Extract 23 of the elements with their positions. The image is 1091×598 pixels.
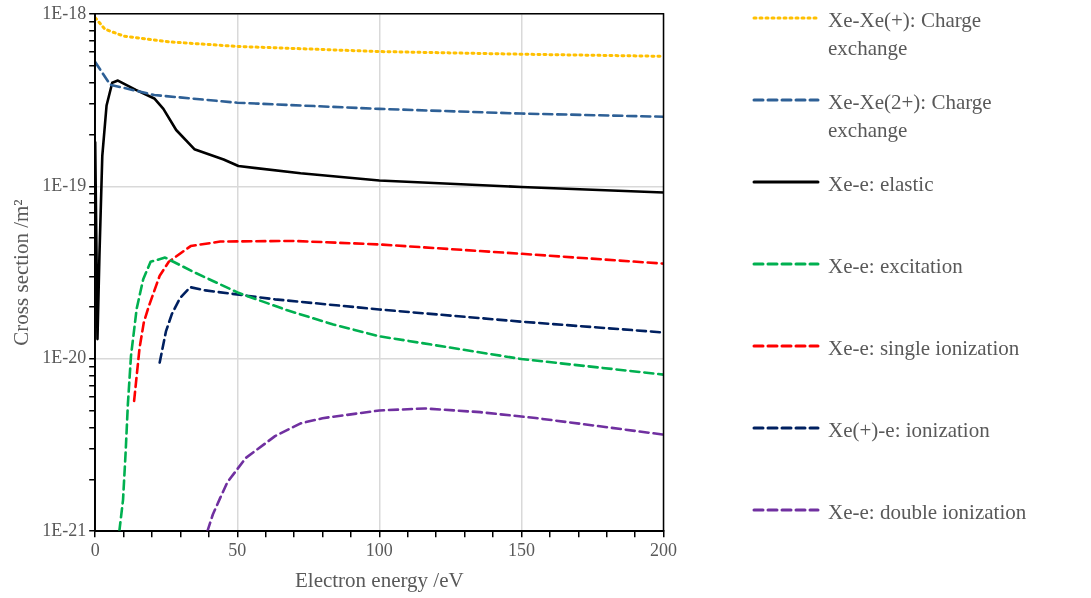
y-tick-label: 1E-20 — [42, 347, 87, 368]
x-tick-label: 0 — [90, 539, 100, 560]
x-tick-label: 200 — [650, 539, 677, 560]
line-series — [132, 239, 664, 403]
legend-label: Xe-e: single ionization — [828, 335, 1021, 362]
line-series — [206, 407, 664, 532]
legend-label: Xe-e: excitation — [828, 253, 964, 280]
x-axis-title: Electron energy /eV — [294, 567, 464, 592]
y-axis-title: Cross section /m² — [9, 199, 34, 346]
line-series — [95, 60, 664, 119]
line-series — [158, 285, 664, 364]
x-tick-label: 50 — [228, 539, 247, 560]
x-tick-label: 150 — [507, 539, 535, 560]
y-tick-label: 1E-21 — [42, 519, 87, 540]
legend-label: Xe-Xe(+): Charge exchange — [828, 7, 983, 62]
legend-label: Xe-e: double ionization — [828, 499, 1028, 526]
legend-label: Xe-Xe(2+): Charge exchange — [828, 89, 993, 144]
y-tick-label: 1E-19 — [42, 175, 87, 195]
legend-label: Xe-e: elastic — [828, 171, 935, 198]
legend-label: Xe(+)-e: ionization — [828, 417, 991, 444]
x-tick-label: 100 — [365, 539, 393, 560]
y-tick-label: 1E-18 — [42, 2, 87, 23]
line-series — [118, 256, 664, 532]
